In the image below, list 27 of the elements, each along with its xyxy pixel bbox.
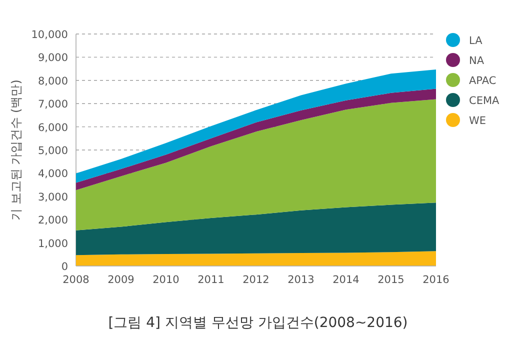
y-tick-label: 10,000 — [31, 29, 68, 41]
legend-label: APAC — [469, 75, 496, 87]
x-tick-label: 2010 — [152, 274, 180, 286]
x-tick-label: 2009 — [108, 274, 134, 286]
y-tick-label: 8,000 — [38, 75, 68, 88]
x-tick-label: 2016 — [422, 274, 450, 286]
x-tick-label: 2013 — [288, 274, 314, 286]
legend-label: NA — [469, 55, 485, 67]
x-tick-label: 2011 — [198, 274, 224, 286]
x-tick-label: 2015 — [378, 274, 404, 286]
y-tick-label: 3,000 — [38, 191, 68, 204]
legend-label: LA — [469, 35, 484, 47]
y-tick-label: 1,000 — [38, 238, 68, 250]
text: [그림 4] 지역별 무선망 가입건수(2008~2016) — [108, 315, 408, 331]
y-tick-label: 4,000 — [38, 168, 68, 180]
x-tick-label: 2012 — [242, 274, 270, 286]
legend-label: WE — [469, 115, 486, 127]
legend-label: CEMA — [469, 95, 500, 107]
y-tick-label: 0 — [61, 261, 68, 273]
x-tick-label: 2008 — [62, 274, 90, 286]
y-tick-label: 6,000 — [38, 122, 68, 134]
y-tick-label: 9,000 — [38, 52, 68, 64]
y-tick-label: 5,000 — [38, 145, 68, 157]
y-tick-label: 7,000 — [38, 98, 68, 111]
x-tick-label: 2014 — [332, 274, 360, 286]
y-tick-label: 2,000 — [38, 214, 68, 227]
y-axis-title: 기 보고된 가입건수 (백만) — [9, 80, 23, 220]
